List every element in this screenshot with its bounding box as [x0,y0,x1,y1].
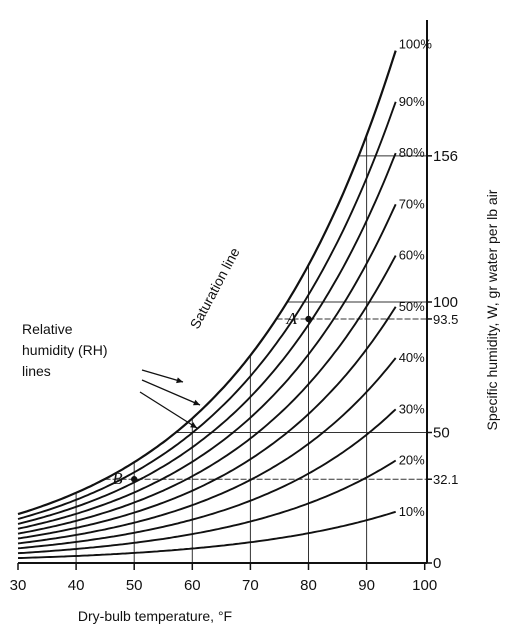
x-tick-label-80: 80 [300,577,317,594]
rh-label-50: 50% [399,299,425,314]
rh-curve-60 [17,255,397,535]
rh-label-40: 40% [399,350,425,365]
x-tick-label-90: 90 [358,577,375,594]
w-tick-label-0: 0 [433,555,441,572]
x-tick-label-50: 50 [126,577,143,594]
w-tick-label-100: 100 [433,294,458,311]
w-tick-label-32.1: 32.1 [433,472,458,487]
rh-curve-20 [17,459,397,555]
rh-arrow-3 [139,391,198,429]
point-label-b: B [112,469,123,488]
rh-label-10: 10% [399,504,425,519]
rh-annotation-line-3: lines [22,363,51,379]
axes [17,20,432,570]
rh-label-100: 100% [399,37,433,52]
rh-label-20: 20% [399,453,425,468]
rh-arrow-2 [141,379,201,406]
point-a [305,315,312,323]
y-axis-title: Specific humidity, W, gr water per lb ai… [484,189,500,430]
w-tick-label-50: 50 [433,425,450,442]
rh-label-70: 70% [399,196,425,211]
rh-curve-100 [17,50,397,516]
rh-label-90: 90% [399,94,425,109]
rh-label-80: 80% [399,145,425,160]
saturation-line-label: Saturation line [187,245,243,332]
x-tick-label-70: 70 [242,577,259,594]
x-tick-label-60: 60 [184,577,201,594]
x-axis-title: Dry-bulb temperature, °F [78,608,232,624]
x-tick-label-40: 40 [68,577,85,594]
rh-curve-40 [17,357,397,545]
rh-curve-10 [17,510,396,560]
w-tick-label-93.5: 93.5 [433,312,458,327]
point-b [131,476,138,483]
rh-curve-50 [17,306,397,540]
rh-arrowhead-1 [176,377,183,384]
x-tick-label-30: 30 [10,577,27,594]
rh-arrow-1 [141,369,184,383]
rh-label-30: 30% [399,401,425,416]
point-label-a: A [286,309,298,328]
rh-curve-80 [17,152,397,525]
labels: 100% 90% 80% 70% 60% 50% 40% 30% 20% 10% 30 40 50 60 7… [10,37,459,594]
rh-arrowhead-2 [193,399,200,406]
x-tick-label-100: 100 [412,577,437,594]
rh-arrowhead-3 [190,422,197,428]
gridlines [75,135,427,563]
rh-annotation-line-2: humidity (RH) [22,342,108,358]
rh-label-60: 60% [399,248,425,263]
rh-curve-90 [17,101,397,520]
w-tick-label-156: 156 [433,148,458,165]
rh-annotation-line-1: Relative [22,321,73,337]
rh-curve-70 [17,203,397,530]
rh-curve-30 [17,408,397,550]
rh-curves [17,50,397,560]
